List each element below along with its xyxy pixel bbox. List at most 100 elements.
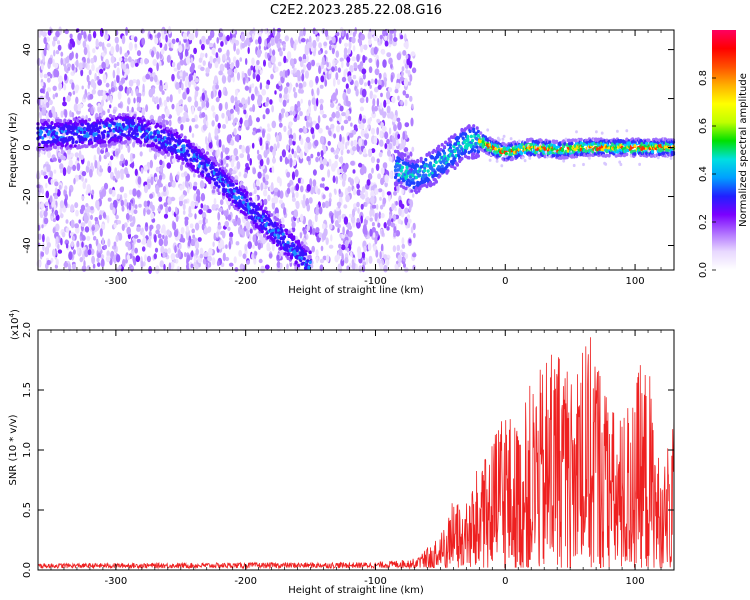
noise-speck	[333, 188, 337, 194]
ridge-speck	[119, 136, 123, 140]
noise-speck	[98, 41, 103, 47]
noise-speck	[78, 150, 82, 159]
noise-speck	[311, 88, 314, 97]
noise-speck	[124, 159, 128, 167]
noise-speck	[276, 261, 281, 269]
noise-speck	[52, 93, 56, 100]
ridge-speck	[98, 136, 102, 140]
noise-speck	[357, 64, 361, 69]
ridge-speck	[303, 252, 308, 256]
noise-speck	[363, 245, 367, 252]
noise-speck	[97, 243, 102, 252]
noise-speck	[304, 70, 309, 79]
ridge-halo-speck	[500, 164, 504, 168]
noise-speck	[324, 200, 330, 209]
ridge-speck	[289, 233, 294, 237]
noise-speck	[339, 105, 344, 112]
noise-speck	[55, 236, 59, 245]
ridge-speck	[72, 132, 76, 136]
noise-speck	[273, 187, 279, 193]
noise-speck	[222, 252, 226, 262]
noise-speck	[190, 57, 194, 64]
noise-speck	[70, 219, 75, 229]
noise-speck	[128, 214, 133, 222]
noise-speck	[134, 36, 138, 43]
noise-speck	[207, 255, 212, 262]
noise-speck	[123, 222, 128, 228]
noise-speck	[343, 216, 349, 225]
noise-speck	[334, 154, 339, 160]
noise-speck	[223, 157, 227, 165]
noise-speck	[89, 93, 94, 100]
noise-speck	[74, 84, 80, 92]
noise-speck	[218, 141, 222, 148]
noise-speck	[231, 37, 236, 44]
noise-speck	[393, 225, 397, 234]
noise-speck	[39, 88, 45, 94]
noise-speck	[38, 233, 42, 241]
noise-speck	[396, 73, 401, 80]
noise-speck	[149, 224, 154, 230]
ridge-speck	[163, 147, 167, 152]
noise-speck	[376, 258, 381, 264]
noise-speck	[120, 153, 124, 162]
ridge-speck	[263, 218, 267, 222]
ridge-speck	[38, 135, 42, 139]
ridge-speck	[174, 139, 178, 143]
noise-speck	[220, 41, 224, 47]
noise-speck	[162, 234, 165, 240]
noise-speck	[241, 97, 246, 105]
noise-speck	[386, 105, 391, 114]
ridge-speck	[281, 224, 285, 228]
noise-speck	[134, 204, 138, 210]
noise-speck	[319, 156, 323, 165]
noise-speck	[140, 28, 145, 34]
ridge-speck	[260, 218, 264, 222]
noise-speck	[403, 263, 406, 268]
ridge-speck	[474, 131, 478, 136]
ridge-speck	[242, 185, 246, 190]
ridge-speck	[204, 155, 208, 160]
noise-speck	[374, 86, 379, 93]
noise-speck	[327, 169, 331, 178]
noise-speck	[58, 184, 62, 190]
noise-speck	[307, 254, 312, 260]
noise-speck	[165, 34, 168, 43]
noise-speck	[246, 228, 250, 238]
noise-speck	[352, 146, 357, 152]
noise-speck	[49, 170, 53, 178]
noise-speck	[251, 142, 255, 149]
noise-speck	[52, 111, 57, 119]
noise-speck	[238, 249, 243, 257]
noise-speck	[347, 185, 352, 193]
noise-speck	[169, 172, 173, 182]
ridge-speck	[263, 233, 267, 238]
noise-speck	[171, 210, 175, 216]
noise-speck	[158, 60, 162, 67]
noise-speck	[264, 28, 268, 35]
ridge-speck	[148, 144, 152, 148]
noise-speck	[81, 175, 84, 182]
noise-speck	[386, 226, 390, 231]
noise-speck	[377, 84, 382, 90]
noise-speck	[70, 204, 75, 213]
noise-speck	[325, 237, 329, 245]
noise-speck	[246, 77, 249, 84]
noise-speck	[264, 264, 270, 270]
noise-speck	[118, 85, 124, 92]
noise-speck	[174, 245, 177, 254]
noise-speck	[342, 165, 348, 173]
noise-speck	[346, 265, 350, 271]
noise-speck	[201, 92, 205, 101]
noise-speck	[335, 72, 339, 81]
noise-speck	[357, 250, 363, 260]
noise-speck	[221, 144, 225, 153]
noise-speck	[121, 205, 125, 212]
noise-speck	[374, 78, 378, 85]
noise-speck	[238, 171, 242, 177]
noise-speck	[391, 153, 394, 163]
noise-speck	[136, 189, 141, 198]
noise-speck	[267, 127, 272, 132]
ridge-speck	[455, 163, 459, 167]
